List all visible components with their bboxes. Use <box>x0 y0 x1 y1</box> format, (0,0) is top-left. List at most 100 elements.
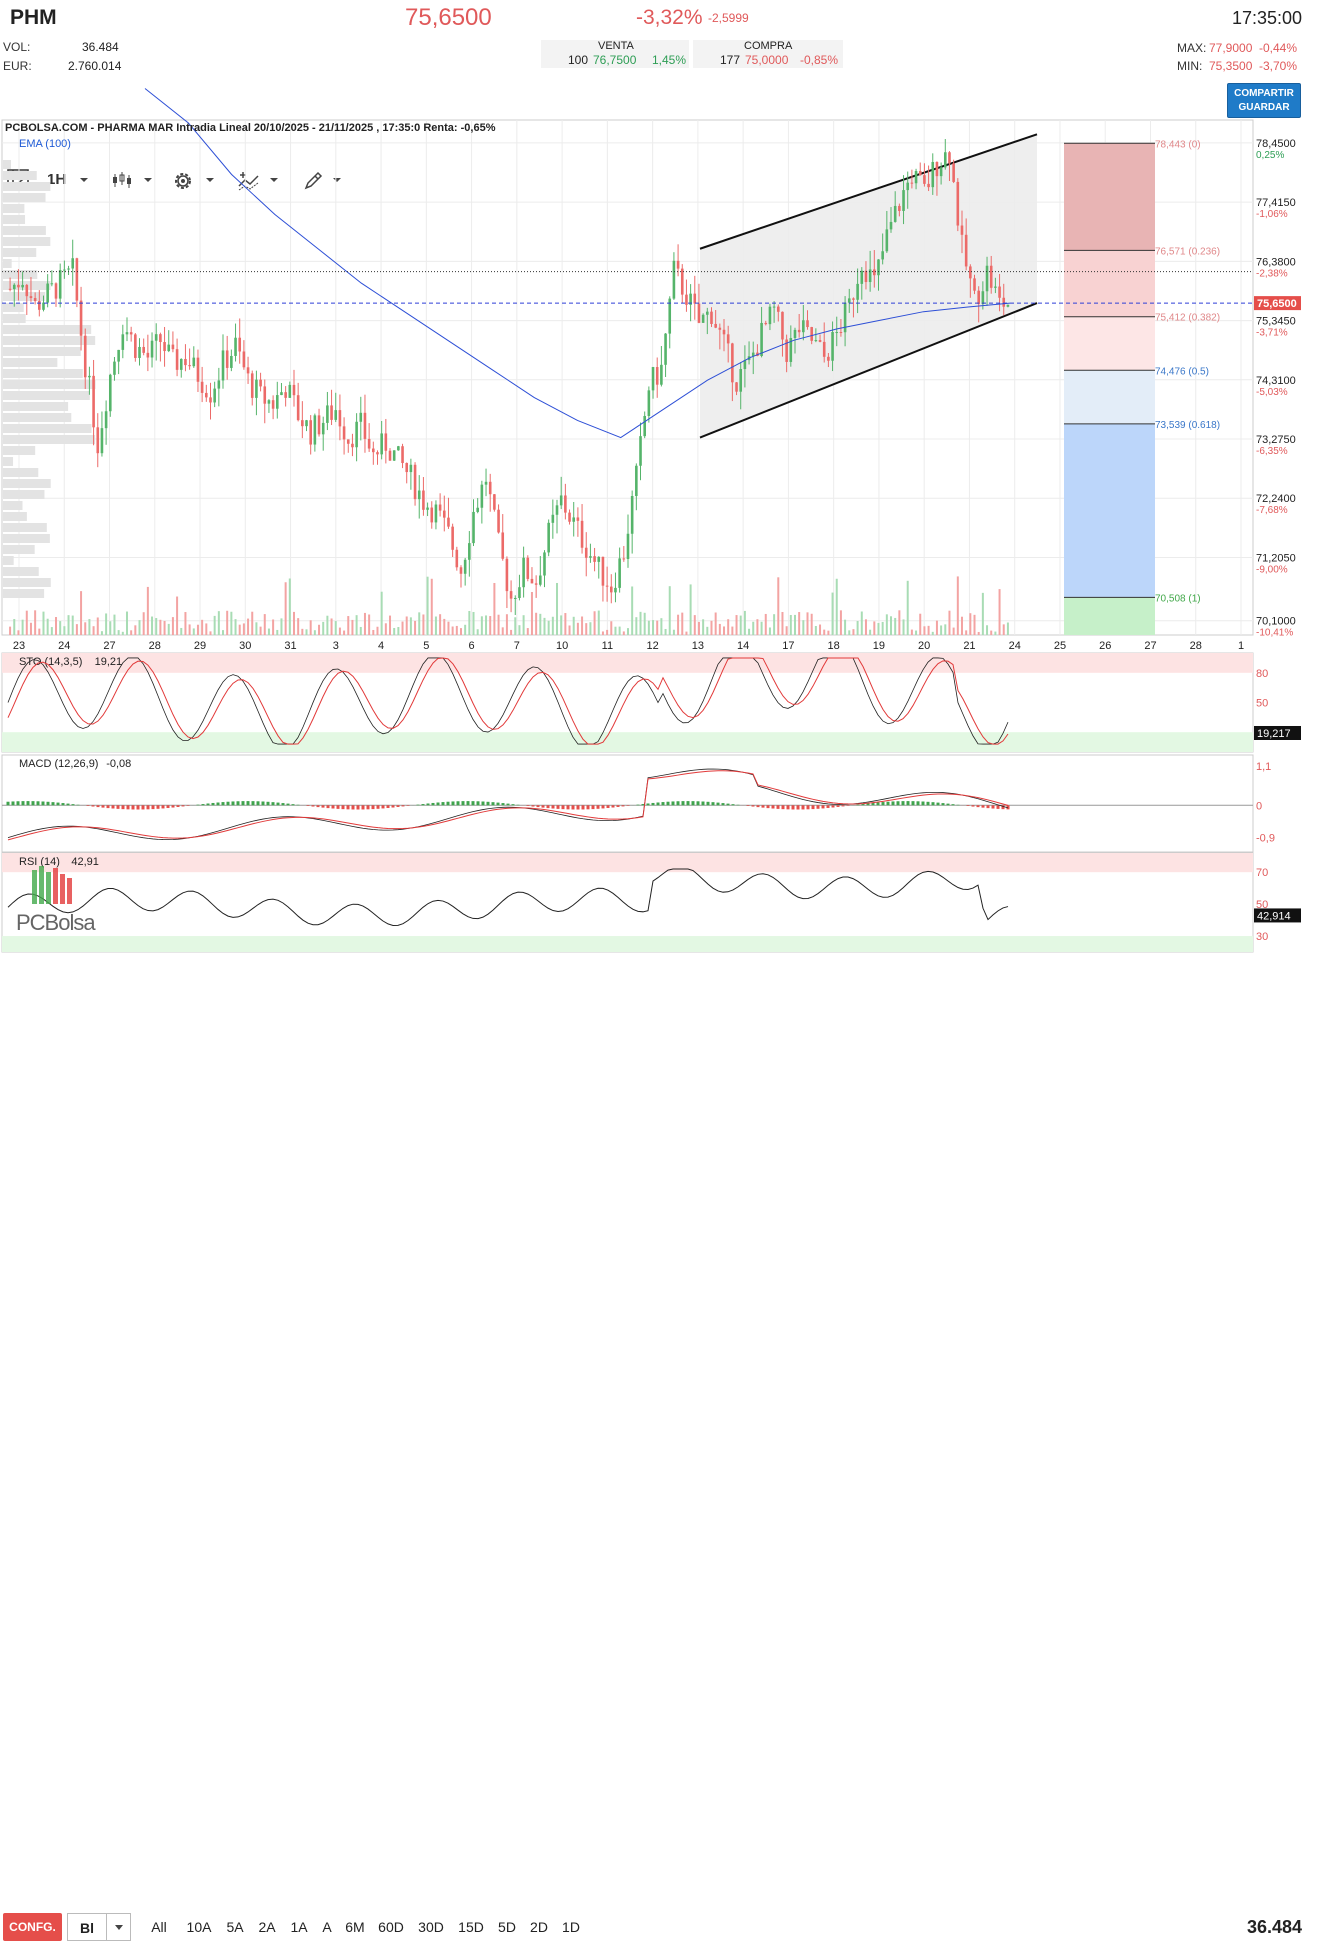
fib-label: 78,443 (0) <box>1155 139 1201 150</box>
candle-body <box>518 587 521 598</box>
macd-histogram-bar <box>417 805 420 806</box>
volume-bar <box>17 630 19 635</box>
volume-bar <box>948 611 950 635</box>
macd-histogram-bar <box>572 805 575 809</box>
volume-profile-bar <box>3 204 24 213</box>
volume-bar <box>769 627 771 635</box>
period-button-5d[interactable]: 5D <box>492 1913 522 1941</box>
candle-body <box>80 301 83 336</box>
y-tick-pct: -6,35% <box>1256 446 1288 457</box>
volume-bar <box>155 618 157 635</box>
candle-body <box>539 576 542 585</box>
macd-histogram-bar <box>767 805 770 808</box>
macd-histogram-bar <box>62 803 65 805</box>
candle-body <box>289 385 292 398</box>
period-button-1a[interactable]: 1A <box>284 1913 314 1941</box>
volume-bar <box>836 579 838 635</box>
candle-body <box>259 380 262 387</box>
volume-bar <box>852 629 854 635</box>
x-tick-label: 21 <box>963 640 975 652</box>
candle-body <box>948 152 951 163</box>
candle-body <box>55 283 58 298</box>
macd-histogram-bar <box>407 805 410 806</box>
volume-bar <box>890 616 892 635</box>
volume-profile-bar <box>3 226 46 235</box>
candle-body <box>439 505 442 511</box>
panel-tick-label: 30 <box>1256 931 1268 943</box>
macd-histogram-bar <box>472 801 475 805</box>
period-button-10a[interactable]: 10A <box>180 1913 218 1941</box>
period-button-2a[interactable]: 2A <box>252 1913 282 1941</box>
candle-body <box>34 298 37 301</box>
period-button-5a[interactable]: 5A <box>220 1913 250 1941</box>
candle-body <box>268 400 271 403</box>
candle-body <box>815 340 818 341</box>
candle-body <box>305 420 308 426</box>
volume-bar <box>63 626 65 635</box>
candle-body <box>21 285 24 287</box>
period-button-all[interactable]: All <box>140 1913 178 1941</box>
stock-chart[interactable]: 78,443 (0)76,571 (0.236)75,412 (0.382)74… <box>0 0 1317 955</box>
candle-body <box>218 380 221 388</box>
candle-body <box>552 515 555 523</box>
volume-profile-bar <box>3 413 71 422</box>
candle-body <box>648 390 651 416</box>
period-button-15d[interactable]: 15D <box>452 1913 490 1941</box>
volume-bar <box>93 626 95 635</box>
panel-value: -0,08 <box>106 758 131 770</box>
period-button-2d[interactable]: 2D <box>524 1913 554 1941</box>
macd-histogram-bar <box>42 801 45 805</box>
mode-select[interactable]: Bl <box>67 1913 107 1941</box>
candle-body <box>982 291 985 304</box>
volume-bar <box>994 632 996 635</box>
macd-histogram-bar <box>557 805 560 809</box>
period-button-1d[interactable]: 1D <box>556 1913 586 1941</box>
candle-body <box>422 491 425 510</box>
candle-body <box>810 327 813 341</box>
candle-body <box>977 291 980 304</box>
macd-histogram-bar <box>922 802 925 806</box>
macd-histogram-bar <box>102 805 105 807</box>
fib-label: 73,539 (0.618) <box>1155 420 1220 431</box>
volume-bar <box>936 621 938 635</box>
x-tick-label: 7 <box>514 640 520 652</box>
volume-bar <box>97 617 99 635</box>
period-button-30d[interactable]: 30D <box>412 1913 450 1941</box>
candle-body <box>631 496 634 534</box>
x-tick-label: 26 <box>1099 640 1111 652</box>
config-button[interactable]: CONFG. <box>3 1913 62 1941</box>
mode-dropdown[interactable] <box>107 1913 131 1941</box>
period-button-a[interactable]: A <box>316 1913 338 1941</box>
volume-bar <box>531 592 533 635</box>
macd-histogram-bar <box>287 804 290 806</box>
volume-bar <box>581 617 583 635</box>
candle-body <box>46 284 49 303</box>
macd-histogram-bar <box>277 803 280 806</box>
macd-histogram-bar <box>987 805 990 808</box>
macd-histogram-bar <box>972 805 975 806</box>
volume-bar <box>310 620 312 635</box>
rsi-line <box>8 869 1008 925</box>
macd-histogram-bar <box>727 804 730 806</box>
volume-bar <box>627 628 629 635</box>
macd-histogram-bar <box>177 805 180 807</box>
period-button-6m[interactable]: 6M <box>340 1913 370 1941</box>
volume-bar <box>26 611 28 635</box>
macd-histogram-bar <box>442 802 445 805</box>
candle-body <box>777 307 780 312</box>
macd-histogram-bar <box>707 802 710 805</box>
volume-bar <box>197 625 199 635</box>
macd-histogram-bar <box>457 801 460 805</box>
macd-histogram-bar <box>857 805 860 806</box>
macd-histogram-bar <box>842 805 845 806</box>
candle-body <box>902 190 905 211</box>
macd-histogram-bar <box>162 805 165 808</box>
period-button-60d[interactable]: 60D <box>372 1913 410 1941</box>
volume-bar <box>101 631 103 635</box>
volume-bar <box>473 612 475 635</box>
fib-zone <box>1064 317 1155 371</box>
macd-histogram-bar <box>372 805 375 809</box>
volume-bar <box>218 611 220 635</box>
